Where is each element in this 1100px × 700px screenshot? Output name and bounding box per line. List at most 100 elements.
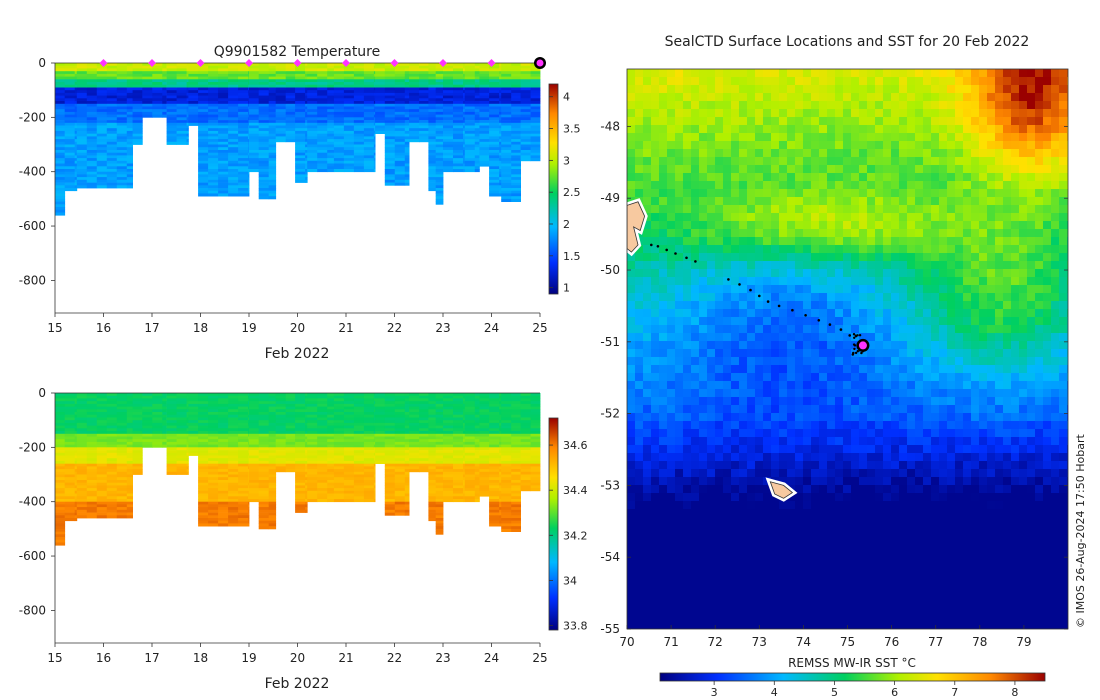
section-cell bbox=[285, 109, 296, 113]
section-cell bbox=[106, 169, 118, 173]
section-cell bbox=[186, 136, 189, 140]
section-cell bbox=[55, 539, 66, 543]
section-cell bbox=[419, 395, 429, 399]
section-cell bbox=[375, 403, 386, 407]
section-cell bbox=[307, 403, 318, 407]
section-cell bbox=[464, 458, 476, 462]
section-cell bbox=[152, 76, 163, 80]
section-cell bbox=[106, 496, 118, 500]
section-cell bbox=[126, 106, 133, 110]
section-cell bbox=[96, 452, 108, 456]
section-cell bbox=[489, 518, 500, 522]
x-tick-label: 23 bbox=[435, 651, 450, 665]
y-tick-label: -600 bbox=[19, 549, 46, 563]
section-cell bbox=[166, 130, 177, 134]
section-cell bbox=[394, 422, 406, 426]
section-cell bbox=[479, 393, 490, 397]
section-cell bbox=[363, 117, 375, 121]
section-cell bbox=[76, 450, 88, 454]
section-cell bbox=[409, 92, 420, 96]
section-cell bbox=[249, 90, 260, 94]
section-cell bbox=[464, 82, 476, 86]
section-cell bbox=[343, 128, 355, 132]
section-cell bbox=[520, 128, 531, 132]
section-cell bbox=[76, 480, 88, 484]
section-cell bbox=[307, 469, 318, 473]
section-cell bbox=[453, 163, 464, 167]
section-cell bbox=[499, 512, 502, 516]
section-cell bbox=[249, 117, 260, 121]
section-cell bbox=[373, 444, 376, 448]
section-cell bbox=[305, 501, 308, 505]
section-cell bbox=[198, 174, 209, 178]
section-cell bbox=[198, 501, 209, 505]
section-cell bbox=[428, 436, 437, 440]
section-cell bbox=[285, 68, 296, 72]
section-cell bbox=[317, 92, 328, 96]
section-cell bbox=[343, 160, 355, 164]
section-cell bbox=[238, 73, 249, 77]
section-cell bbox=[249, 496, 260, 500]
section-cell bbox=[453, 147, 464, 151]
section-cell bbox=[166, 101, 177, 105]
section-cell bbox=[353, 63, 365, 67]
section-cell bbox=[86, 144, 98, 148]
section-cell bbox=[474, 122, 480, 126]
section-cell bbox=[394, 455, 406, 459]
section-cell bbox=[74, 73, 78, 77]
section-cell bbox=[188, 87, 199, 91]
section-cell bbox=[307, 76, 318, 80]
section-cell bbox=[228, 114, 239, 118]
section-cell bbox=[511, 155, 521, 159]
section-cell bbox=[116, 73, 128, 77]
section-cell bbox=[435, 136, 444, 140]
section-cell bbox=[443, 422, 454, 426]
section-cell bbox=[166, 406, 177, 410]
sst-cell bbox=[795, 77, 804, 86]
section-cell bbox=[499, 147, 502, 151]
section-cell bbox=[443, 63, 454, 67]
section-cell bbox=[333, 144, 345, 148]
section-cell bbox=[106, 95, 118, 99]
section-cell bbox=[55, 128, 66, 132]
section-cell bbox=[443, 450, 454, 454]
section-cell bbox=[152, 398, 163, 402]
section-cell bbox=[428, 431, 437, 435]
sst-cell bbox=[827, 85, 836, 94]
section-cell bbox=[501, 111, 512, 115]
section-cell bbox=[152, 431, 163, 435]
section-cell bbox=[384, 512, 396, 516]
section-cell bbox=[305, 474, 308, 478]
section-cell bbox=[463, 458, 466, 462]
section-cell bbox=[333, 420, 345, 424]
section-cell bbox=[76, 403, 88, 407]
section-cell bbox=[106, 450, 118, 454]
section-cell bbox=[268, 117, 277, 121]
section-cell bbox=[333, 447, 345, 451]
section-cell bbox=[74, 436, 78, 440]
section-cell bbox=[218, 179, 229, 183]
section-cell bbox=[238, 420, 249, 424]
section-cell bbox=[343, 114, 355, 118]
section-cell bbox=[363, 128, 375, 132]
section-cell bbox=[363, 141, 375, 145]
section-cell bbox=[285, 103, 296, 107]
section-cell bbox=[375, 452, 386, 456]
sst-cell bbox=[1027, 69, 1036, 78]
section-cell bbox=[375, 417, 386, 421]
section-cell bbox=[96, 174, 108, 178]
section-cell bbox=[55, 120, 66, 124]
section-cell bbox=[116, 139, 128, 143]
section-cell bbox=[463, 114, 466, 118]
section-cell bbox=[474, 87, 480, 91]
section-cell bbox=[126, 422, 133, 426]
section-cell bbox=[327, 439, 335, 443]
section-cell bbox=[530, 444, 541, 448]
section-cell bbox=[394, 166, 406, 170]
section-cell bbox=[353, 155, 365, 159]
section-cell bbox=[208, 409, 219, 413]
section-cell bbox=[394, 163, 406, 167]
section-cell bbox=[373, 150, 376, 154]
section-cell bbox=[126, 82, 133, 86]
section-cell bbox=[86, 444, 98, 448]
